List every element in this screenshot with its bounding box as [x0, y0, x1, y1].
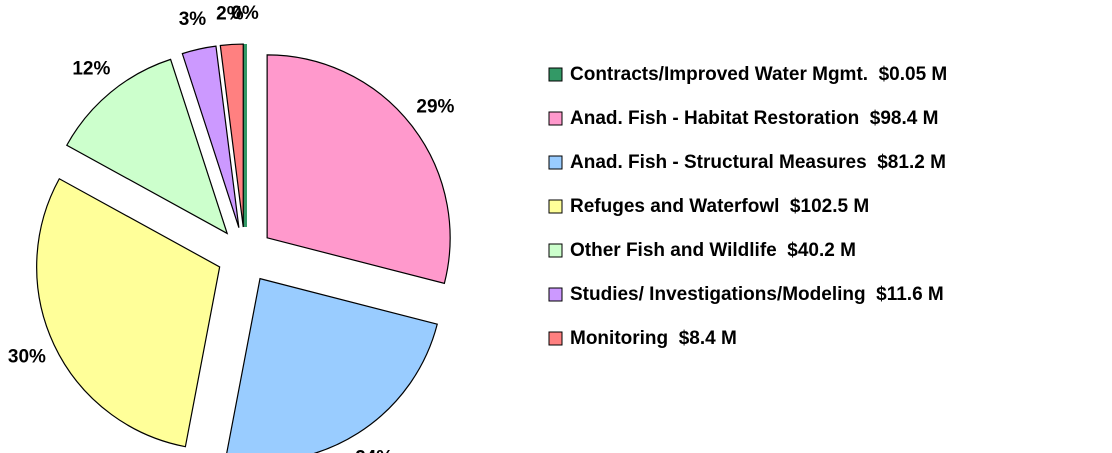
pie-slice	[181, 45, 240, 228]
legend-swatch	[548, 67, 563, 82]
slice-label: 29%	[416, 96, 454, 117]
legend-swatch	[548, 243, 563, 258]
slice-label: 30%	[8, 347, 46, 368]
slice-label: 12%	[72, 58, 110, 79]
pie-slice	[36, 177, 221, 448]
legend-swatch	[548, 155, 563, 170]
legend-label: Studies/ Investigations/Modeling $11.6 M	[570, 284, 944, 305]
legend-label: Contracts/Improved Water Mgmt. $0.05 M	[570, 64, 947, 85]
pie-slice	[65, 58, 229, 235]
pie-slice	[226, 277, 438, 453]
pie-slice	[266, 54, 451, 285]
legend-label: Anad. Fish - Habitat Restoration $98.4 M	[570, 108, 938, 129]
legend-label: Refuges and Waterfowl $102.5 M	[570, 196, 869, 217]
legend-swatch	[548, 331, 563, 346]
slice-label: 3%	[179, 9, 207, 30]
pie-slice	[219, 43, 244, 228]
slice-label: 0%	[231, 3, 259, 24]
slice-label: 24%	[355, 447, 393, 453]
legend-swatch	[548, 287, 563, 302]
legend-label: Other Fish and Wildlife $40.2 M	[570, 240, 856, 261]
legend-label: Anad. Fish - Structural Measures $81.2 M	[570, 152, 946, 173]
legend-label: Monitoring $8.4 M	[570, 328, 737, 349]
legend-swatch	[548, 111, 563, 126]
legend-swatch	[548, 199, 563, 214]
slice-label: 2%	[216, 3, 244, 24]
